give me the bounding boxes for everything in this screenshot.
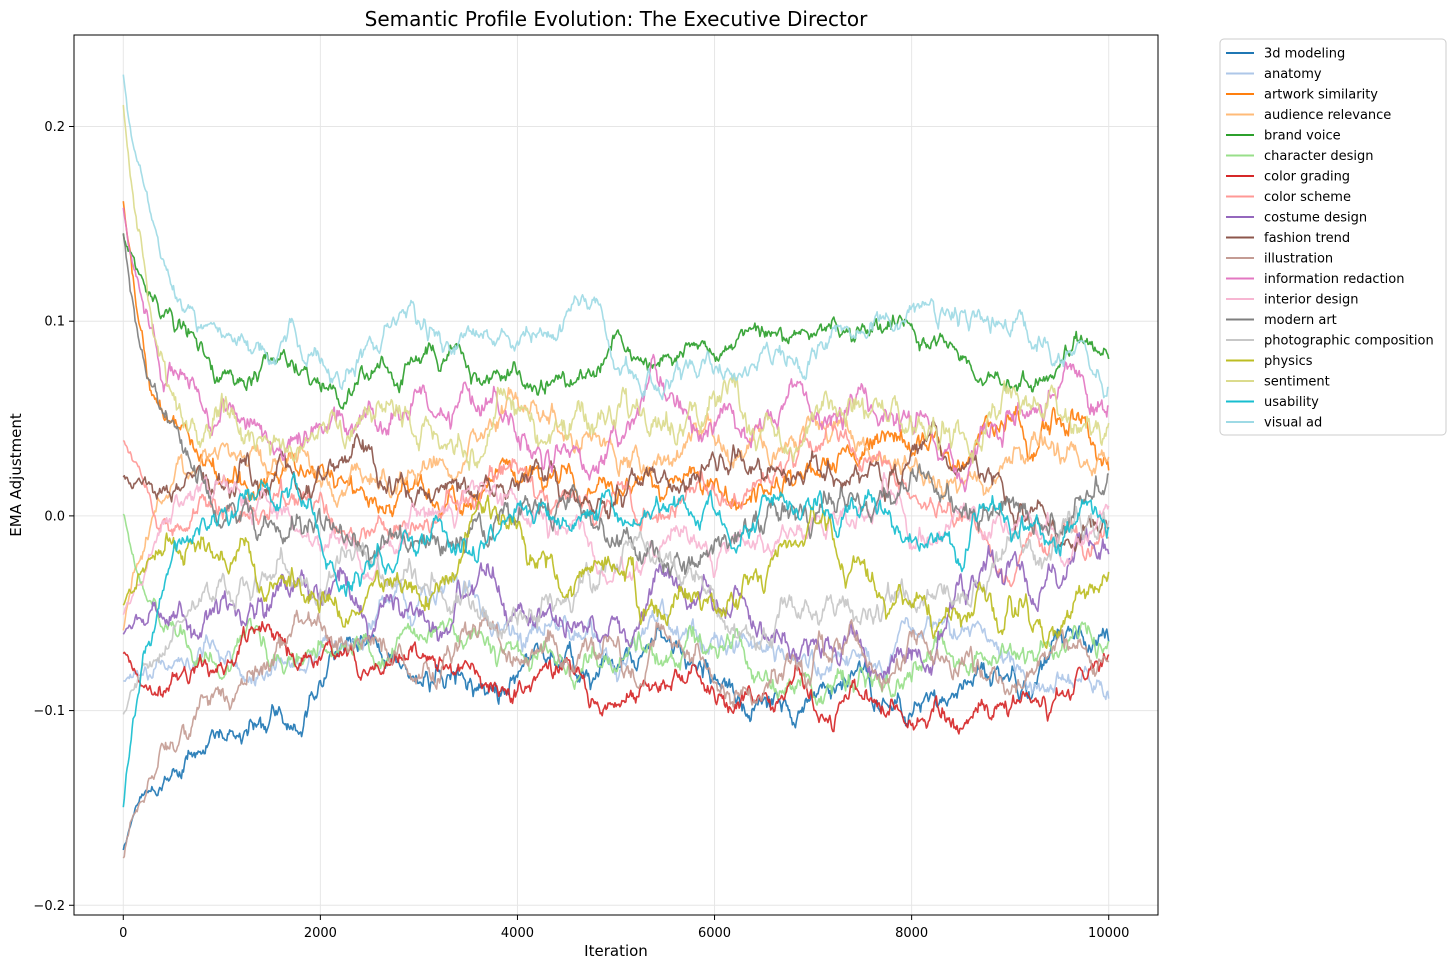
legend-label: modern art bbox=[1264, 313, 1337, 328]
series-line-information-redaction bbox=[122, 207, 1109, 493]
legend-label: sentiment bbox=[1264, 375, 1330, 390]
series-line-audience-relevance bbox=[122, 386, 1110, 631]
legend-label: brand voice bbox=[1264, 129, 1341, 144]
legend-label: illustration bbox=[1264, 252, 1333, 267]
series-line-costume-design bbox=[122, 525, 1110, 681]
series-line-usability bbox=[122, 472, 1110, 808]
series-line-modern-art bbox=[122, 233, 1110, 577]
x-tick-label: 6000 bbox=[698, 926, 731, 941]
legend-box bbox=[1219, 38, 1447, 436]
legend-label: character design bbox=[1264, 149, 1374, 164]
y-tick-label: 0.2 bbox=[44, 120, 65, 135]
legend-label: anatomy bbox=[1264, 67, 1322, 82]
y-tick-label: −0.1 bbox=[33, 704, 65, 719]
legend-label: fashion trend bbox=[1264, 231, 1350, 246]
legend-label: visual ad bbox=[1264, 416, 1322, 431]
legend-label: 3d modeling bbox=[1264, 47, 1345, 62]
series-lines bbox=[122, 74, 1110, 859]
legend-label: usability bbox=[1264, 395, 1319, 410]
legend-label: photographic composition bbox=[1264, 334, 1434, 349]
series-line-fashion-trend bbox=[122, 419, 1110, 552]
x-axis: 0 2000 4000 6000 8000 10000 bbox=[119, 915, 1129, 941]
legend-label: information redaction bbox=[1264, 272, 1405, 287]
x-tick-label: 10000 bbox=[1088, 926, 1129, 941]
y-tick-label: 0.1 bbox=[44, 315, 65, 330]
y-axis-title: EMA Adjustment bbox=[7, 413, 25, 537]
legend-label: artwork similarity bbox=[1264, 88, 1378, 103]
chart-title: Semantic Profile Evolution: The Executiv… bbox=[365, 7, 868, 31]
legend-label: color scheme bbox=[1264, 190, 1351, 205]
y-tick-label: −0.2 bbox=[33, 899, 65, 914]
x-tick-label: 4000 bbox=[501, 926, 534, 941]
legend: 3d modeling anatomy artwork similarity audi… bbox=[1219, 38, 1447, 436]
series-line-sentiment bbox=[122, 104, 1110, 471]
series-line-illustration bbox=[122, 609, 1110, 859]
legend-label: color grading bbox=[1264, 170, 1350, 185]
plot-frame bbox=[73, 34, 1159, 916]
legend-label: costume design bbox=[1264, 211, 1367, 226]
series-line-physics bbox=[122, 494, 1110, 649]
x-tick-label: 0 bbox=[119, 926, 127, 941]
y-axis: −0.2 −0.1 0.0 0.1 0.2 bbox=[33, 120, 74, 914]
series-line-character-design bbox=[122, 513, 1110, 706]
series-line-photographic-composition bbox=[122, 505, 1110, 715]
x-axis-title: Iteration bbox=[584, 942, 648, 960]
y-tick-label: 0.0 bbox=[44, 509, 65, 524]
x-tick-label: 8000 bbox=[895, 926, 928, 941]
legend-label: audience relevance bbox=[1264, 108, 1391, 123]
x-tick-label: 2000 bbox=[304, 926, 337, 941]
series-line-color-grading bbox=[122, 620, 1110, 735]
legend-label: physics bbox=[1264, 354, 1313, 369]
legend-label: interior design bbox=[1264, 293, 1358, 308]
series-line-visual-ad bbox=[122, 74, 1109, 401]
series-line-brand-voice bbox=[122, 233, 1110, 410]
